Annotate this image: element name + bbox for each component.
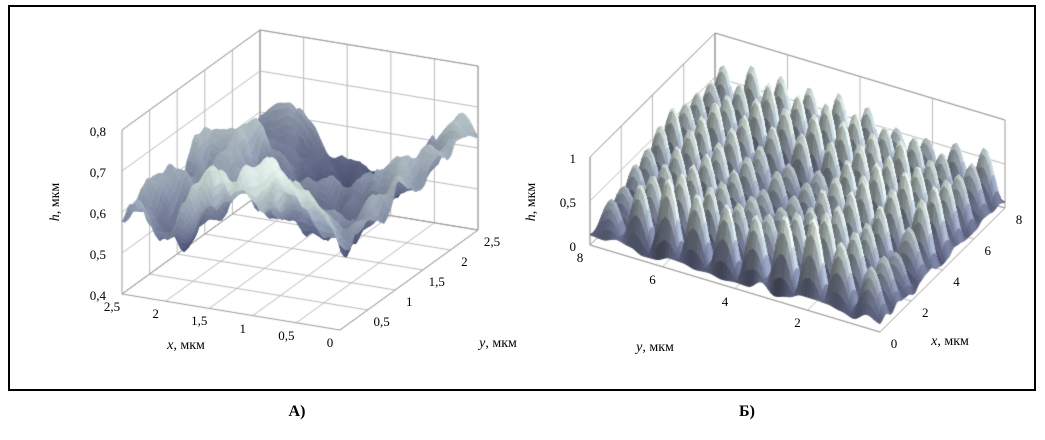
y-tick-label: 2 [461, 254, 468, 269]
x-tick-label: 0 [890, 336, 898, 351]
y-axis-label-unit: , мкм [485, 336, 517, 351]
x-axis-label: x, мкм [931, 334, 969, 350]
x-axis-label-unit: , мкм [173, 338, 205, 353]
h-tick-label: 0,5 [89, 247, 106, 262]
h-tick-label: 1 [569, 151, 577, 166]
x-tick-label: 8 [1015, 212, 1023, 227]
y-tick-label: 4 [721, 293, 729, 309]
y-tick-label: 6 [649, 271, 656, 287]
y-axis-label-var: y [479, 336, 486, 351]
y-tick-label: 8 [576, 250, 584, 265]
h-tick-label: 0,5 [559, 195, 576, 210]
x-axis-label-unit: , мкм [937, 334, 969, 349]
h-tick-label: 0,7 [89, 165, 106, 180]
y-tick-label: 2 [794, 315, 801, 331]
y-axis-label-unit: , мкм [642, 340, 674, 355]
x-tick-label: 1,5 [191, 313, 208, 329]
h-tick-label: 0 [569, 239, 577, 254]
surface-canvas-b [510, 6, 1040, 384]
x-tick-label: 0,5 [278, 327, 295, 343]
panel-label-b: Б) [739, 403, 755, 420]
x-axis-label-var: x [167, 338, 174, 353]
x-tick-label: 0 [326, 335, 334, 350]
y-tick-label: 2,5 [483, 234, 501, 249]
h-tick-label: 0,8 [89, 124, 106, 139]
panel-label-a: А) [288, 403, 306, 420]
h-axis-label-unit: , мкм [524, 182, 539, 215]
x-tick-label: 2 [922, 305, 929, 320]
h-axis-label-var: h [48, 214, 63, 222]
h-axis-label-unit: , мкм [48, 182, 63, 215]
h-axis-label: h, мкм [48, 183, 64, 222]
surface-plot-a: 2,5 2 1,5 1 0,5 0 0,5 1 1,5 2 2,5 0,4 0,5 0,6 0,7 0,8 x,… [18, 6, 523, 384]
x-tick-label: 2,5 [103, 299, 121, 314]
y-axis-label-var: y [636, 340, 643, 355]
x-tick-label: 6 [984, 243, 992, 258]
y-tick-label: 1 [405, 294, 413, 309]
y-axis-label: y, мкм [479, 336, 517, 352]
h-axis-label-var: h [524, 214, 539, 222]
h-axis-label: h, мкм [524, 183, 540, 222]
y-tick-label: 0,5 [373, 314, 390, 329]
x-axis-label: x, мкм [167, 338, 205, 354]
h-tick-label: 0,4 [89, 288, 106, 303]
x-tick-label: 2 [152, 306, 159, 322]
surface-canvas-a [18, 6, 523, 384]
x-axis-label-var: x [931, 334, 938, 349]
x-tick-label: 4 [953, 274, 960, 289]
surface-plot-b: 8 6 4 2 0 2 4 6 8 0 0,5 1 y, мкм x, мкм h, мкм [510, 6, 1040, 384]
y-axis-label: y, мкм [636, 340, 674, 356]
y-tick-label: 1,5 [428, 274, 445, 289]
x-tick-label: 1 [239, 320, 247, 336]
h-tick-label: 0,6 [89, 206, 106, 221]
